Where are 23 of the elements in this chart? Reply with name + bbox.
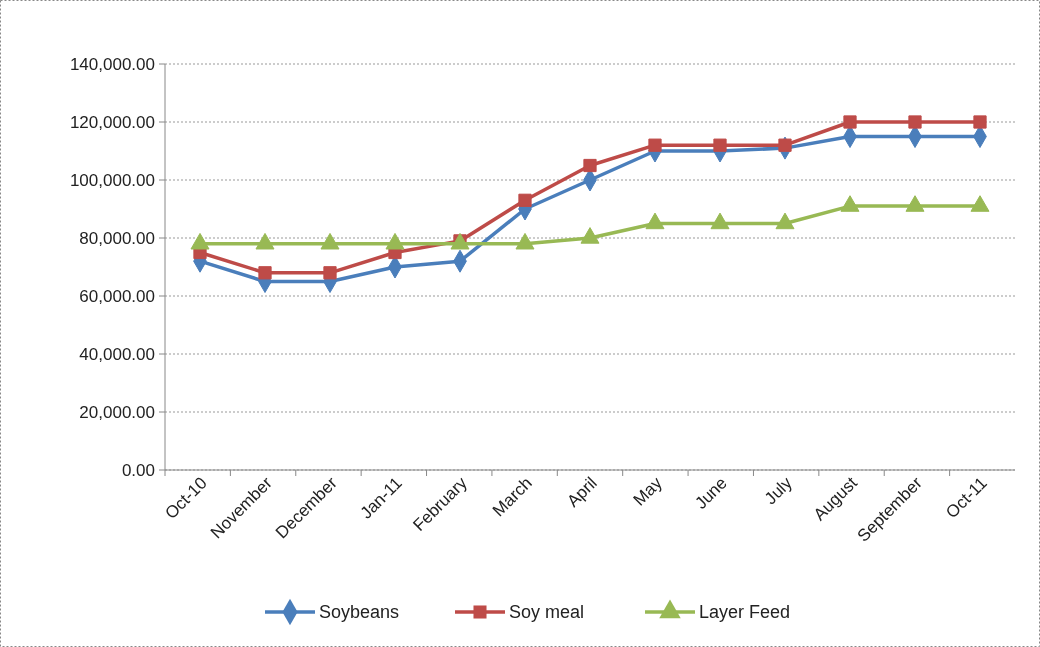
y-tick-label: 60,000.00: [79, 286, 155, 306]
legend-label: Layer Feed: [699, 602, 791, 623]
point: [258, 266, 272, 280]
y-tick-label: 100,000.00: [69, 170, 155, 190]
x-tick-label: May: [629, 473, 667, 510]
x-tick-label: July: [761, 473, 797, 509]
point: [843, 115, 857, 129]
point: [518, 193, 532, 207]
y-tick-label: 120,000.00: [69, 112, 155, 132]
legend-label: Soy meal: [509, 602, 585, 623]
point: [323, 266, 337, 280]
point: [908, 115, 922, 129]
point: [583, 158, 597, 173]
y-tick-label: 40,000.00: [79, 344, 155, 364]
point: [973, 115, 987, 129]
y-tick-label: 80,000.00: [79, 228, 155, 248]
y-tick-label: 0.00: [121, 460, 155, 480]
legend-label: Soybeans: [319, 602, 400, 623]
point: [778, 138, 792, 152]
point: [648, 138, 662, 152]
y-tick-label: 20,000.00: [79, 402, 155, 422]
y-tick-label: 140,000.00: [69, 54, 155, 74]
point: [713, 138, 727, 152]
